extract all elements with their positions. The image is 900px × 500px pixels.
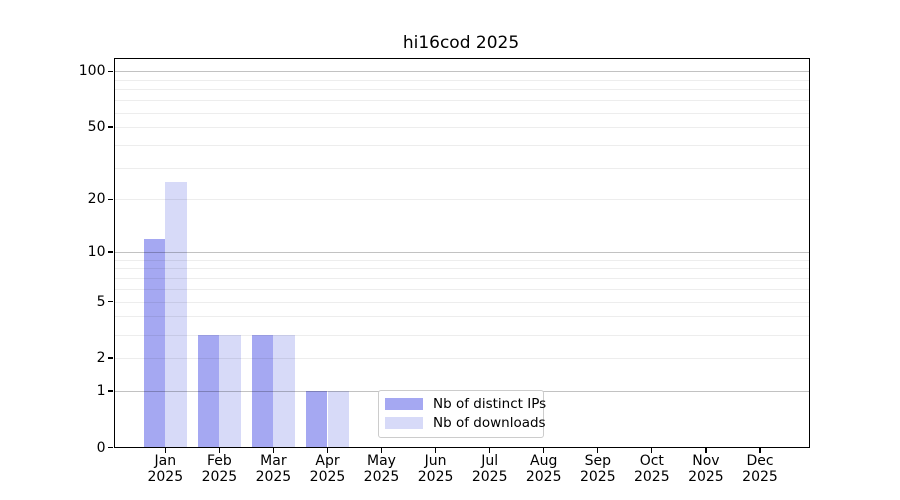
x-tick-mar <box>272 448 275 453</box>
y-tick-label-50: 50 <box>87 119 106 136</box>
y-tick-label-100: 100 <box>78 63 106 80</box>
gridline-minor-9 <box>113 259 810 261</box>
x-tick-label-jan: Jan 2025 <box>147 453 184 485</box>
y-tick-20 <box>108 198 113 201</box>
x-tick-jun <box>435 448 437 453</box>
legend: Nb of distinct IPs Nb of downloads <box>378 389 546 438</box>
bar-apr-series0 <box>305 391 328 448</box>
gridline-minor-90 <box>113 79 810 81</box>
legend-item-downloads: Nb of downloads <box>385 416 546 430</box>
x-tick-label-sep: Sep 2025 <box>579 453 616 485</box>
bar-mar-series0 <box>251 334 274 448</box>
legend-swatch-downloads <box>385 416 423 430</box>
x-tick-label-mar: Mar 2025 <box>255 453 292 485</box>
x-tick-label-aug: Aug 2025 <box>525 453 562 485</box>
gridline-minor-80 <box>113 89 810 91</box>
y-tick-5 <box>108 300 113 303</box>
y-tick-label-1: 1 <box>96 383 106 399</box>
legend-item-distinct-ips: Nb of distinct IPs <box>385 397 546 411</box>
gridline-minor-3 <box>113 334 810 336</box>
x-tick-label-feb: Feb 2025 <box>201 453 238 485</box>
gridline-minor-4 <box>113 316 810 318</box>
y-tick-label-0: 0 <box>96 439 106 456</box>
legend-label: Nb of downloads <box>433 415 546 431</box>
y-tick-1 <box>108 390 113 392</box>
x-tick-jan <box>164 448 166 453</box>
y-tick-10 <box>108 251 113 253</box>
x-tick-label-apr: Apr 2025 <box>309 453 346 485</box>
legend-swatch-distinct-ips <box>385 397 423 411</box>
bar-jan-series1 <box>165 182 187 448</box>
x-tick-dec <box>759 448 761 453</box>
x-tick-label-may: May 2025 <box>363 453 400 485</box>
gridline-minor-70 <box>113 100 810 102</box>
gridline-minor-20 <box>113 199 810 201</box>
y-tick-100 <box>108 70 113 73</box>
bars-layer <box>114 58 810 448</box>
chart-title: hi16cod 2025 <box>402 33 520 53</box>
x-tick-label-jun: Jun 2025 <box>417 453 454 485</box>
x-tick-label-nov: Nov 2025 <box>688 453 724 485</box>
bar-jan-series0 <box>143 238 166 448</box>
gridline-minor-6 <box>113 288 810 290</box>
gridline-minor-50 <box>113 127 810 129</box>
x-tick-oct <box>651 448 653 453</box>
bar-mar-series1 <box>273 334 296 448</box>
plot-area <box>113 58 810 448</box>
gridline-minor-8 <box>113 268 810 270</box>
y-tick-label-20: 20 <box>87 191 106 208</box>
y-tick-0 <box>108 446 113 449</box>
x-tick-jul <box>489 448 491 453</box>
bar-feb-series1 <box>219 334 242 448</box>
gridline-minor-7 <box>113 278 810 279</box>
bar-apr-series1 <box>327 391 350 448</box>
y-tick-label-2: 2 <box>96 350 106 366</box>
y-tick-50 <box>108 126 113 128</box>
y-tick-label-10: 10 <box>87 244 106 261</box>
bar-feb-series0 <box>197 334 220 448</box>
x-tick-nov <box>705 448 707 453</box>
x-tick-label-dec: Dec 2025 <box>742 453 778 485</box>
x-tick-label-oct: Oct 2025 <box>633 453 670 485</box>
gridline-minor-2 <box>113 358 810 359</box>
y-tick-label-5: 5 <box>96 293 106 310</box>
x-tick-sep <box>597 448 599 453</box>
gridline-minor-30 <box>113 167 810 169</box>
gridline-minor-5 <box>113 301 810 303</box>
y-tick-2 <box>108 357 113 359</box>
x-tick-may <box>380 448 383 453</box>
x-tick-feb <box>218 448 220 453</box>
x-tick-label-jul: Jul 2025 <box>471 453 508 485</box>
x-tick-apr <box>326 448 329 453</box>
gridline-major-100 <box>113 71 810 73</box>
gridline-minor-60 <box>113 112 810 114</box>
x-tick-aug <box>543 448 545 453</box>
legend-label: Nb of distinct IPs <box>433 396 547 412</box>
gridline-major-10 <box>113 252 810 254</box>
gridline-minor-40 <box>113 144 810 146</box>
